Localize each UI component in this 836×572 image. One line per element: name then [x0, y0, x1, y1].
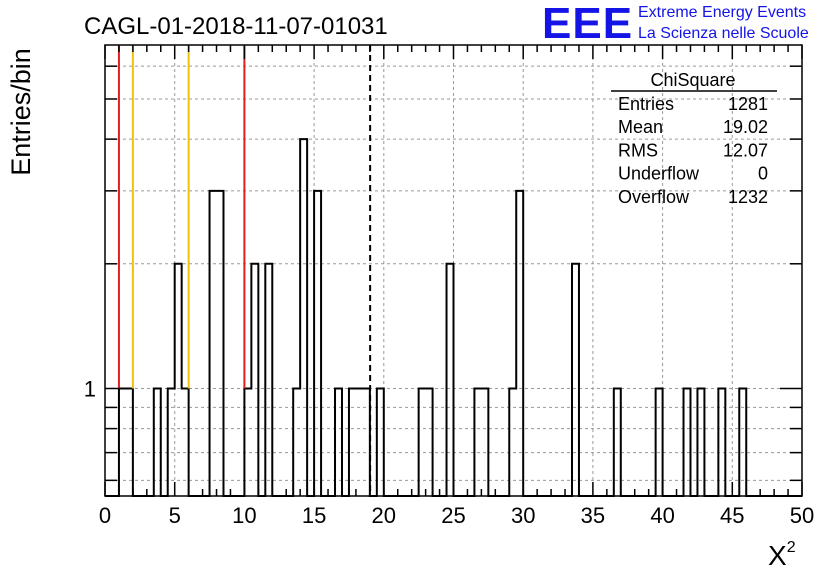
histogram-bar: [244, 388, 251, 496]
histogram-bar: [447, 264, 454, 496]
stats-box: ChiSquare Entries 1281 Mean 19.02 RMS 12.07 Un…: [611, 70, 777, 207]
x-axis-label-main: X: [768, 540, 787, 571]
histogram-bar: [426, 388, 433, 496]
chart-title: CAGL-01-2018-11-07-01031: [84, 13, 388, 40]
stats-title: ChiSquare: [650, 70, 735, 90]
histogram-bar: [126, 388, 133, 496]
histogram-bar: [210, 191, 217, 496]
x-tick-label: 20: [372, 503, 396, 528]
y-axis-label: Entries/bin: [6, 48, 36, 176]
histogram-bar: [300, 139, 307, 496]
x-axis-label-sup: 2: [787, 539, 796, 556]
eee-logo-mark: EEE: [542, 0, 634, 48]
stats-row-label: Underflow: [618, 164, 700, 184]
histogram-bar: [684, 388, 691, 496]
histogram-bar: [335, 388, 342, 496]
histogram-bar: [182, 388, 189, 496]
histogram-bar: [217, 191, 224, 496]
histogram-bar: [474, 388, 481, 496]
histogram-bar: [739, 388, 746, 496]
marker-lines: [117, 45, 372, 496]
histogram-bar: [119, 388, 126, 496]
stats-row-value: 0: [758, 164, 768, 184]
histogram-bar: [356, 388, 363, 496]
x-tick-label: 25: [441, 503, 465, 528]
x-tick-label: 35: [581, 503, 605, 528]
x-axis-label: X2: [768, 539, 796, 571]
histogram-bar: [175, 264, 182, 496]
x-tick-label: 0: [99, 503, 111, 528]
eee-logo: EEE Extreme Energy Events La Scienza nel…: [542, 2, 832, 46]
y-tick-labels: 1: [84, 376, 96, 401]
histogram-bar: [168, 388, 175, 496]
stats-row-label: Mean: [618, 117, 663, 137]
histogram-bar: [293, 388, 300, 496]
x-tick-label: 45: [720, 503, 744, 528]
stats-row-label: Entries: [618, 94, 674, 114]
eee-logo-line1: Extreme Energy Events: [638, 4, 807, 21]
x-tick-label: 10: [232, 503, 256, 528]
histogram-bar: [481, 388, 488, 496]
x-tick-label: 5: [169, 503, 181, 528]
stats-row-value: 1281: [728, 94, 768, 114]
x-tick-label: 50: [790, 503, 814, 528]
histogram-bar: [697, 388, 704, 496]
histogram-bar: [718, 388, 725, 496]
stats-row-value: 1232: [728, 187, 768, 207]
histogram-bar: [572, 264, 579, 496]
stats-row-value: 19.02: [723, 117, 768, 137]
eee-logo-line2: La Scienza nelle Scuole: [638, 25, 809, 42]
x-tick-label: 30: [511, 503, 535, 528]
stats-row-value: 12.07: [723, 140, 768, 160]
histogram-bar: [419, 388, 426, 496]
x-tick-label: 40: [650, 503, 674, 528]
histogram-bar: [516, 191, 523, 496]
histogram-bar: [154, 388, 161, 496]
y-tick-label: 1: [84, 376, 96, 401]
histogram-bar: [363, 388, 370, 496]
histogram-bar: [377, 388, 384, 496]
histogram-bar: [656, 388, 663, 496]
histogram: [105, 138, 802, 497]
histogram-bar: [509, 388, 516, 496]
axis-ticks: [104, 45, 803, 496]
histogram-bar: [251, 264, 258, 496]
stats-row-label: RMS: [618, 140, 658, 160]
histogram-bar: [314, 191, 321, 496]
x-tick-labels: 0 5 10 15 20 25 30 35 40 45 50: [99, 503, 814, 528]
stats-row-label: Overflow: [618, 187, 690, 207]
histogram-bar: [349, 388, 356, 496]
histogram-bar: [614, 388, 621, 496]
x-tick-label: 15: [302, 503, 326, 528]
histogram-bar: [265, 264, 272, 496]
histogram-outline: [105, 138, 802, 497]
